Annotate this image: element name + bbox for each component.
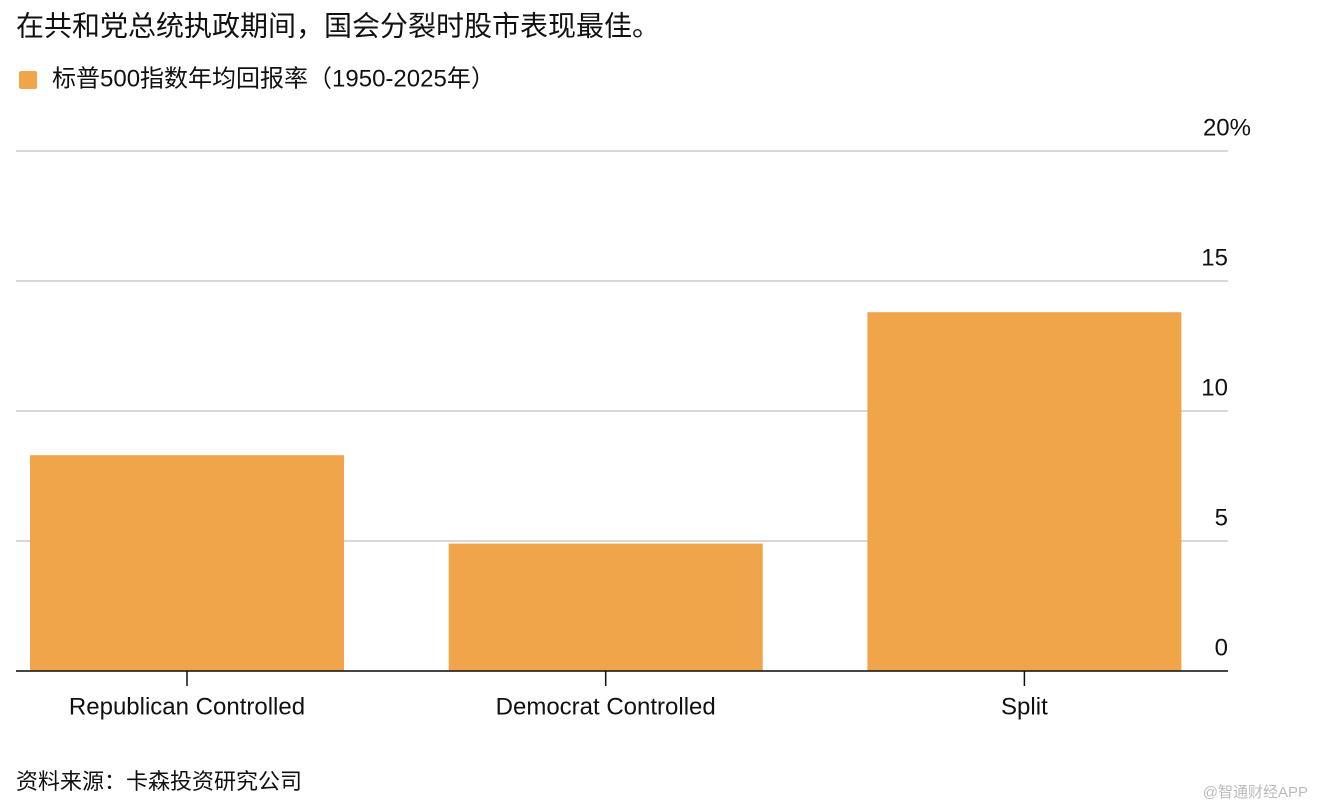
bar xyxy=(448,543,763,671)
legend-label: 标普500指数年均回报率（1950-2025年） xyxy=(52,65,495,92)
chart-title: 在共和党总统执政期间，国会分裂时股市表现最佳。 xyxy=(16,10,660,41)
bar xyxy=(867,312,1182,671)
bar xyxy=(30,455,344,671)
y-tick-label: 0 xyxy=(1215,634,1228,661)
y-tick-label: 20% xyxy=(1203,114,1251,141)
source: 资料来源：卡森投资研究公司 xyxy=(16,769,302,794)
legend-swatch xyxy=(19,71,37,89)
x-tick-label: Split xyxy=(1001,693,1048,720)
x-tick-label: Republican Controlled xyxy=(69,693,305,720)
watermark: @智通财经APP xyxy=(1203,783,1308,801)
y-tick-label: 15 xyxy=(1201,244,1228,271)
x-tick-label: Democrat Controlled xyxy=(496,693,716,720)
y-tick-label: 5 xyxy=(1215,504,1228,531)
y-tick-label: 10 xyxy=(1201,374,1228,401)
